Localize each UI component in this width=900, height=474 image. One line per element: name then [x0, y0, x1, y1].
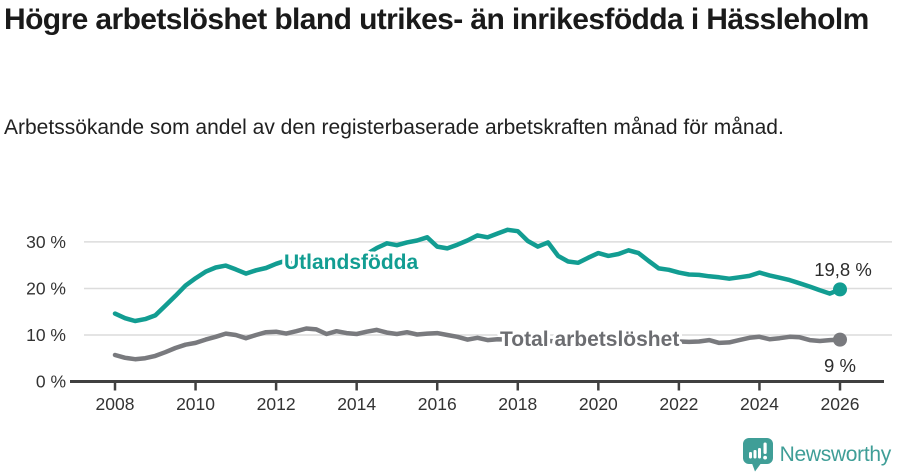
newsworthy-logo-icon	[742, 438, 773, 472]
series-line-utlandsfodda	[112, 227, 843, 324]
x-tick-label-2012: 2012	[257, 394, 296, 414]
y-tick-label-10: 10 %	[26, 325, 66, 345]
y-tick-label-30: 30 %	[26, 232, 66, 252]
series-end-dot-total	[833, 332, 848, 347]
end-value-label-utlandsfodda: 19,8 %	[814, 259, 872, 280]
x-tick-label-2026: 2026	[821, 394, 860, 414]
x-tick-label-2020: 2020	[579, 394, 618, 414]
x-tick-label-2022: 2022	[659, 394, 698, 414]
x-tick-label-2018: 2018	[498, 394, 537, 414]
y-tick-label-0: 0 %	[36, 372, 66, 392]
x-tick-label-2024: 2024	[740, 394, 779, 414]
x-tick-label-2008: 2008	[96, 394, 135, 414]
x-tick-label-2010: 2010	[176, 394, 215, 414]
line-chart: 2008 2010 2012 2014 2016 2018 2020 2022 2024 2026…	[26, 227, 892, 414]
newsworthy-logo-text: Newsworthy	[779, 443, 892, 466]
series-end-dot-utlandsfodda	[833, 282, 848, 297]
series-line-total	[112, 326, 843, 362]
y-tick-label-20: 20 %	[26, 278, 66, 298]
chart-title: Högre arbetslöshet bland utrikes- än inr…	[4, 3, 869, 36]
chart-subtitle: Arbetssökande som andel av den registerb…	[4, 116, 784, 139]
series-label-utlandsfodda: Utlandsfödda	[284, 251, 418, 274]
newsworthy-logo: Newsworthy	[742, 438, 892, 472]
series-label-total: Total arbetslöshet	[500, 328, 679, 351]
x-tick-label-2016: 2016	[418, 394, 457, 414]
end-value-label-total: 9 %	[824, 355, 856, 376]
x-tick-label-2014: 2014	[337, 394, 376, 414]
